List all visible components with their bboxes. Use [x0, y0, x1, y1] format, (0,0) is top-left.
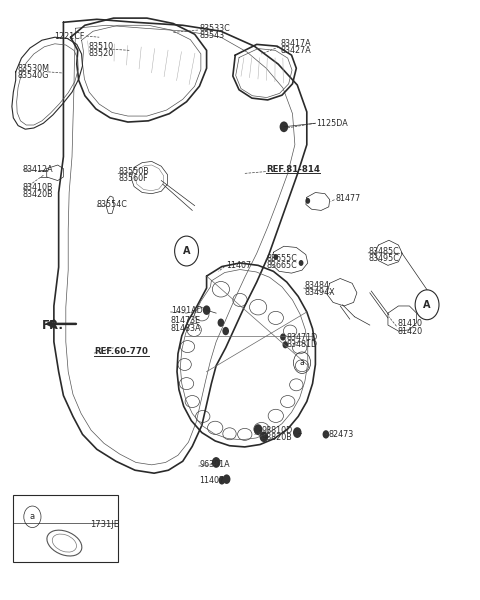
- Text: REF.81-814: REF.81-814: [266, 166, 320, 175]
- Circle shape: [260, 431, 268, 442]
- Text: 83410B: 83410B: [23, 183, 53, 192]
- Text: 11407: 11407: [199, 476, 225, 485]
- Text: 83417A: 83417A: [281, 38, 311, 47]
- Text: 83420B: 83420B: [23, 190, 53, 199]
- Circle shape: [218, 476, 225, 485]
- Text: 83481D: 83481D: [287, 340, 318, 349]
- Text: 81483A: 81483A: [171, 323, 201, 332]
- Text: 83550B: 83550B: [118, 167, 149, 176]
- Circle shape: [305, 198, 310, 204]
- Text: 98810D: 98810D: [262, 425, 293, 434]
- Text: 83427A: 83427A: [281, 46, 312, 55]
- Circle shape: [223, 475, 230, 484]
- Text: A: A: [423, 300, 431, 310]
- Text: a: a: [30, 512, 35, 521]
- Circle shape: [222, 327, 229, 335]
- Text: 83494X: 83494X: [304, 289, 335, 298]
- Circle shape: [254, 424, 263, 435]
- Text: 83533C: 83533C: [199, 24, 230, 33]
- Circle shape: [280, 334, 286, 341]
- Circle shape: [212, 457, 220, 468]
- Circle shape: [282, 341, 288, 349]
- Text: 1221CF: 1221CF: [55, 32, 85, 41]
- Text: 1491AD: 1491AD: [171, 306, 203, 315]
- Text: 83665C: 83665C: [266, 261, 297, 270]
- Text: 83543: 83543: [199, 31, 225, 40]
- Text: 1731JE: 1731JE: [90, 520, 119, 529]
- Text: 83530M: 83530M: [17, 64, 49, 73]
- Text: 11407: 11407: [226, 261, 251, 270]
- Circle shape: [274, 254, 278, 260]
- Text: 81473E: 81473E: [171, 316, 201, 325]
- Text: 83554C: 83554C: [97, 200, 128, 209]
- Text: 83560F: 83560F: [118, 174, 148, 183]
- Text: 83484: 83484: [304, 281, 329, 290]
- Circle shape: [217, 319, 224, 327]
- Circle shape: [299, 260, 303, 266]
- Text: a: a: [300, 358, 304, 367]
- Text: 81410: 81410: [397, 319, 422, 328]
- Circle shape: [203, 305, 210, 315]
- Text: 82473: 82473: [328, 430, 354, 439]
- Text: 83495C: 83495C: [369, 254, 400, 263]
- Text: REF.60-770: REF.60-770: [95, 347, 148, 356]
- Text: 1125DA: 1125DA: [316, 119, 348, 128]
- Text: 96301A: 96301A: [199, 460, 230, 469]
- Text: 83485C: 83485C: [369, 247, 399, 256]
- Text: 81477: 81477: [336, 194, 360, 203]
- Text: A: A: [183, 246, 190, 256]
- Circle shape: [293, 427, 301, 438]
- Text: 83540G: 83540G: [18, 71, 49, 80]
- Text: 98820B: 98820B: [262, 433, 292, 442]
- Text: 81420: 81420: [397, 326, 422, 335]
- Text: 83412A: 83412A: [23, 166, 53, 175]
- Text: 83510: 83510: [88, 42, 114, 51]
- Circle shape: [323, 430, 329, 439]
- Text: 83655C: 83655C: [266, 254, 297, 263]
- Text: 83471D: 83471D: [287, 332, 318, 341]
- Text: FR.: FR.: [42, 319, 64, 332]
- Text: 83520: 83520: [88, 49, 114, 58]
- Circle shape: [280, 121, 288, 132]
